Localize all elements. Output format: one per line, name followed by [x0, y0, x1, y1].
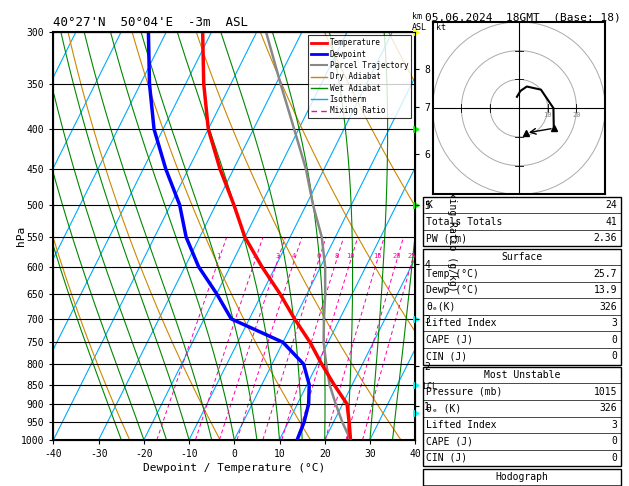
Text: Lifted Index: Lifted Index [426, 318, 497, 328]
Text: 6: 6 [316, 253, 321, 259]
Text: 41: 41 [605, 217, 617, 226]
Text: Totals Totals: Totals Totals [426, 217, 503, 226]
Text: Pressure (mb): Pressure (mb) [426, 387, 503, 397]
Text: 1: 1 [216, 253, 221, 259]
Text: θₑ(K): θₑ(K) [426, 302, 456, 312]
Text: Lifted Index: Lifted Index [426, 420, 497, 430]
Legend: Temperature, Dewpoint, Parcel Trajectory, Dry Adiabat, Wet Adiabat, Isotherm, Mi: Temperature, Dewpoint, Parcel Trajectory… [308, 35, 411, 118]
Text: 3: 3 [611, 318, 617, 328]
Text: θₑ (K): θₑ (K) [426, 403, 462, 413]
Text: 2: 2 [253, 253, 257, 259]
Text: 3: 3 [611, 420, 617, 430]
Text: K: K [426, 200, 432, 210]
Text: 25: 25 [408, 253, 416, 259]
Text: hPa: hPa [16, 226, 26, 246]
Y-axis label: Mixing Ratio (g/kg): Mixing Ratio (g/kg) [447, 180, 457, 292]
Text: Dewp (°C): Dewp (°C) [426, 285, 479, 295]
Text: 0: 0 [611, 351, 617, 361]
Text: Hodograph: Hodograph [495, 472, 548, 482]
Text: 15: 15 [373, 253, 381, 259]
Text: 4: 4 [292, 253, 296, 259]
Text: 0: 0 [611, 335, 617, 345]
X-axis label: Dewpoint / Temperature (°C): Dewpoint / Temperature (°C) [143, 463, 325, 473]
Text: 20: 20 [572, 112, 581, 118]
Text: CIN (J): CIN (J) [426, 351, 467, 361]
Text: 40°27'N  50°04'E  -3m  ASL: 40°27'N 50°04'E -3m ASL [53, 16, 248, 29]
Text: Most Unstable: Most Unstable [484, 370, 560, 380]
Text: 25.7: 25.7 [594, 269, 617, 278]
Text: 0: 0 [611, 453, 617, 463]
Text: 05.06.2024  18GMT  (Base: 18): 05.06.2024 18GMT (Base: 18) [425, 12, 620, 22]
Text: 1015: 1015 [594, 387, 617, 397]
Text: Temp (°C): Temp (°C) [426, 269, 479, 278]
Text: 10: 10 [346, 253, 355, 259]
Text: 3: 3 [276, 253, 280, 259]
Text: km
ASL: km ASL [412, 12, 427, 32]
Text: 13.9: 13.9 [594, 285, 617, 295]
Text: 326: 326 [599, 403, 617, 413]
Text: PW (cm): PW (cm) [426, 233, 467, 243]
Text: LCL: LCL [422, 382, 437, 391]
Text: 8: 8 [334, 253, 338, 259]
Text: 0: 0 [611, 436, 617, 446]
Text: 24: 24 [605, 200, 617, 210]
Text: kt: kt [435, 23, 445, 33]
Text: 20: 20 [392, 253, 401, 259]
Text: 326: 326 [599, 302, 617, 312]
Text: CAPE (J): CAPE (J) [426, 335, 474, 345]
Text: CIN (J): CIN (J) [426, 453, 467, 463]
Text: Surface: Surface [501, 252, 542, 262]
Text: CAPE (J): CAPE (J) [426, 436, 474, 446]
Text: 2.36: 2.36 [594, 233, 617, 243]
Text: 10: 10 [543, 112, 552, 118]
